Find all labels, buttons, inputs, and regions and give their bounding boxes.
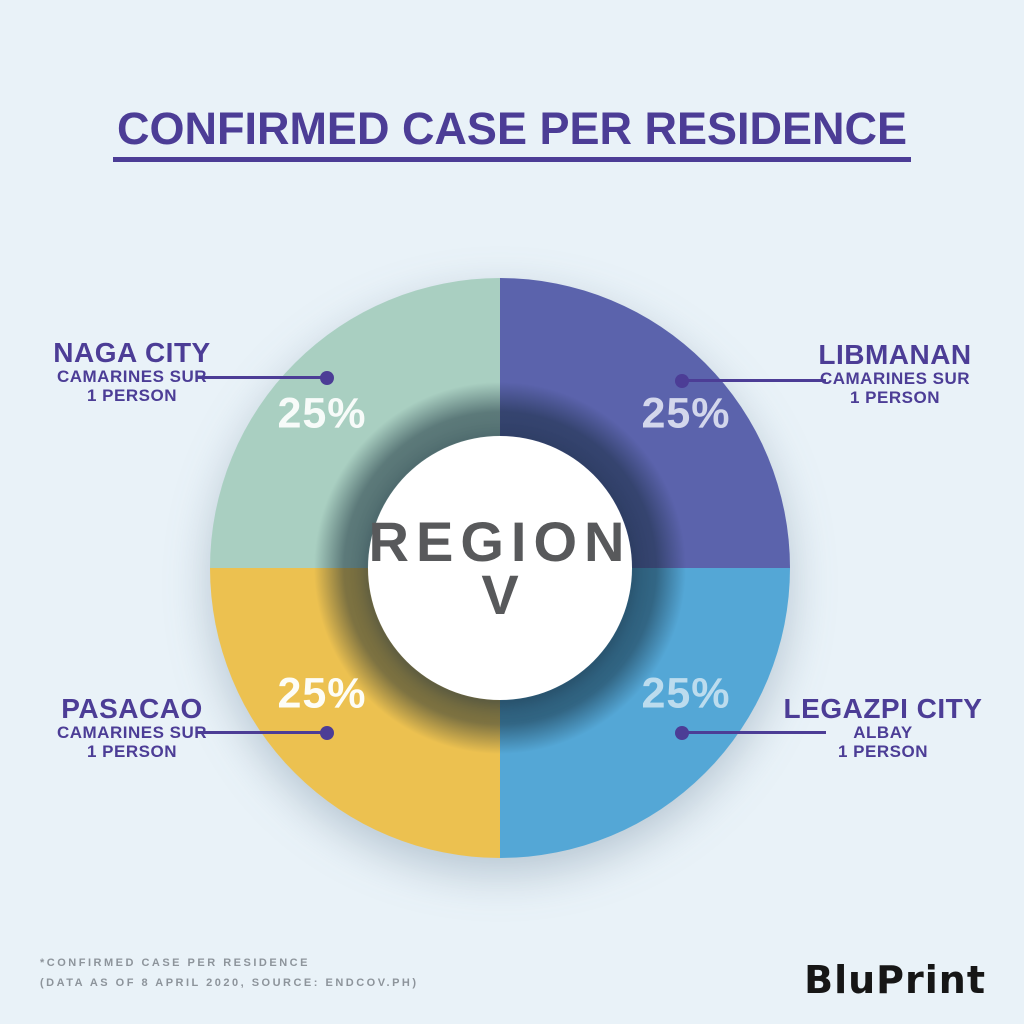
footnote-line1: *CONFIRMED CASE PER RESIDENCE (40, 957, 310, 970)
title-wrap: CONFIRMED CASE PER RESIDENCE (0, 106, 1024, 162)
callout-legazpi-count: 1 PERSON (838, 741, 928, 761)
callout-pasacao: PASACAO CAMARINES SUR 1 PERSON (27, 693, 237, 761)
callout-naga-city: NAGA CITY CAMARINES SUR 1 PERSON (27, 337, 237, 405)
connector-dot-libmanan (675, 373, 689, 388)
donut-center: REGION V (368, 436, 632, 700)
connector-dot-naga (320, 370, 334, 385)
callout-libmanan-count: 1 PERSON (850, 387, 940, 407)
connector-line-naga (197, 370, 334, 385)
callout-legazpi-city: LEGAZPI CITY ALBAY 1 PERSON (778, 693, 988, 761)
connector-dot-pasacao (320, 725, 334, 740)
percent-label-pasacao: 25% (277, 669, 367, 718)
percent-label-legazpi: 25% (641, 669, 731, 718)
center-label-region: REGION (368, 509, 632, 573)
footnote: *CONFIRMED CASE PER RESIDENCE (DATA AS O… (40, 954, 419, 994)
callout-legazpi-name: LEGAZPI CITY (783, 693, 983, 724)
callout-pasacao-province: CAMARINES SUR (56, 723, 208, 743)
connector-line-legazpi (675, 725, 826, 740)
callout-legazpi-province: ALBAY (853, 723, 913, 743)
connector-line-libmanan (675, 373, 826, 388)
callout-libmanan: LIBMANAN CAMARINES SUR 1 PERSON (790, 339, 1000, 407)
footnote-line2: (DATA AS OF 8 APRIL 2020, SOURCE: ENDCOV… (40, 977, 419, 990)
callout-libmanan-province: CAMARINES SUR (819, 369, 971, 389)
callout-naga-province: CAMARINES SUR (56, 367, 208, 387)
page-title: CONFIRMED CASE PER RESIDENCE (112, 106, 912, 162)
percent-label-libmanan: 25% (641, 389, 731, 438)
callout-naga-name: NAGA CITY (53, 337, 211, 368)
callout-pasacao-count: 1 PERSON (87, 741, 177, 761)
connector-line-pasacao (197, 725, 334, 740)
callout-naga-count: 1 PERSON (87, 385, 177, 405)
callout-pasacao-name: PASACAO (61, 693, 203, 724)
bluprint-logo: BluPrint (804, 958, 986, 1002)
donut-chart: REGION V (210, 278, 790, 858)
percent-label-naga: 25% (277, 389, 367, 438)
callout-libmanan-name: LIBMANAN (818, 339, 972, 370)
center-label-v: V (481, 563, 519, 626)
connector-dot-legazpi (675, 725, 689, 740)
